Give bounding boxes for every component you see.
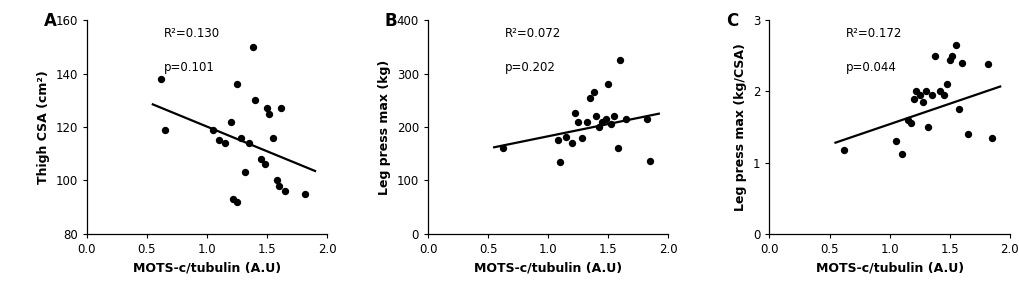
Text: p=0.101: p=0.101: [163, 61, 214, 74]
Point: [979, 62, 996, 67]
Point: [982, 135, 999, 140]
Text: p=0.044: p=0.044: [846, 61, 897, 74]
Point: [245, 45, 261, 49]
Text: B: B: [384, 12, 397, 30]
Point: [938, 82, 955, 87]
X-axis label: MOTS-c/tubulin (A.U): MOTS-c/tubulin (A.U): [474, 261, 622, 274]
Point: [594, 119, 610, 124]
Text: A: A: [44, 12, 56, 30]
Point: [902, 121, 918, 126]
Point: [273, 106, 289, 111]
Point: [570, 119, 586, 124]
Point: [611, 58, 628, 63]
Point: [247, 98, 263, 103]
Point: [887, 139, 903, 144]
Point: [205, 127, 221, 132]
Point: [157, 127, 173, 132]
Point: [934, 93, 951, 98]
Point: [237, 170, 254, 175]
Point: [265, 135, 281, 140]
Point: [609, 146, 626, 151]
Y-axis label: Leg press max (kg): Leg press max (kg): [378, 59, 391, 195]
Point: [276, 189, 292, 193]
Point: [494, 146, 511, 151]
Point: [256, 162, 272, 167]
Text: C: C: [726, 12, 738, 30]
X-axis label: MOTS-c/tubulin (A.U): MOTS-c/tubulin (A.U): [815, 261, 963, 274]
Point: [557, 134, 574, 139]
Point: [232, 135, 249, 140]
Point: [907, 89, 923, 94]
Point: [959, 132, 975, 136]
Point: [638, 117, 654, 121]
Point: [922, 93, 938, 98]
Point: [893, 152, 909, 156]
Point: [585, 90, 601, 95]
X-axis label: MOTS-c/tubulin (A.U): MOTS-c/tubulin (A.U): [132, 261, 280, 274]
Point: [217, 141, 233, 145]
Point: [261, 111, 277, 116]
Point: [951, 107, 967, 112]
Point: [228, 199, 245, 204]
Y-axis label: Leg press max (kg/CSA): Leg press max (kg/CSA): [734, 43, 747, 211]
Y-axis label: Thigh CSA (cm²): Thigh CSA (cm²): [37, 70, 50, 184]
Point: [941, 57, 957, 62]
Point: [228, 82, 245, 87]
Point: [642, 159, 658, 164]
Point: [268, 178, 284, 182]
Text: R²=0.130: R²=0.130: [163, 27, 219, 40]
Point: [597, 117, 613, 121]
Text: R²=0.172: R²=0.172: [846, 27, 902, 40]
Point: [582, 95, 598, 100]
Point: [153, 77, 169, 81]
Point: [917, 89, 933, 94]
Point: [599, 82, 615, 87]
Point: [602, 122, 619, 127]
Point: [259, 106, 275, 111]
Point: [835, 147, 851, 152]
Text: p=0.202: p=0.202: [504, 61, 555, 74]
Point: [911, 93, 927, 98]
Point: [618, 117, 634, 121]
Point: [253, 157, 269, 161]
Point: [222, 119, 238, 124]
Point: [926, 54, 943, 58]
Point: [605, 114, 622, 119]
Point: [899, 118, 915, 122]
Point: [914, 100, 930, 105]
Point: [590, 125, 606, 129]
Point: [578, 119, 594, 124]
Point: [943, 54, 959, 58]
Point: [953, 61, 969, 65]
Point: [573, 135, 589, 140]
Point: [931, 89, 948, 94]
Point: [566, 111, 582, 116]
Point: [240, 141, 257, 145]
Point: [297, 191, 313, 196]
Point: [225, 197, 242, 201]
Point: [947, 43, 963, 48]
Point: [919, 125, 935, 129]
Point: [211, 138, 227, 143]
Point: [551, 159, 568, 164]
Point: [549, 138, 566, 143]
Point: [588, 114, 604, 119]
Point: [905, 96, 921, 101]
Point: [564, 141, 580, 145]
Point: [271, 183, 287, 188]
Text: R²=0.072: R²=0.072: [504, 27, 560, 40]
